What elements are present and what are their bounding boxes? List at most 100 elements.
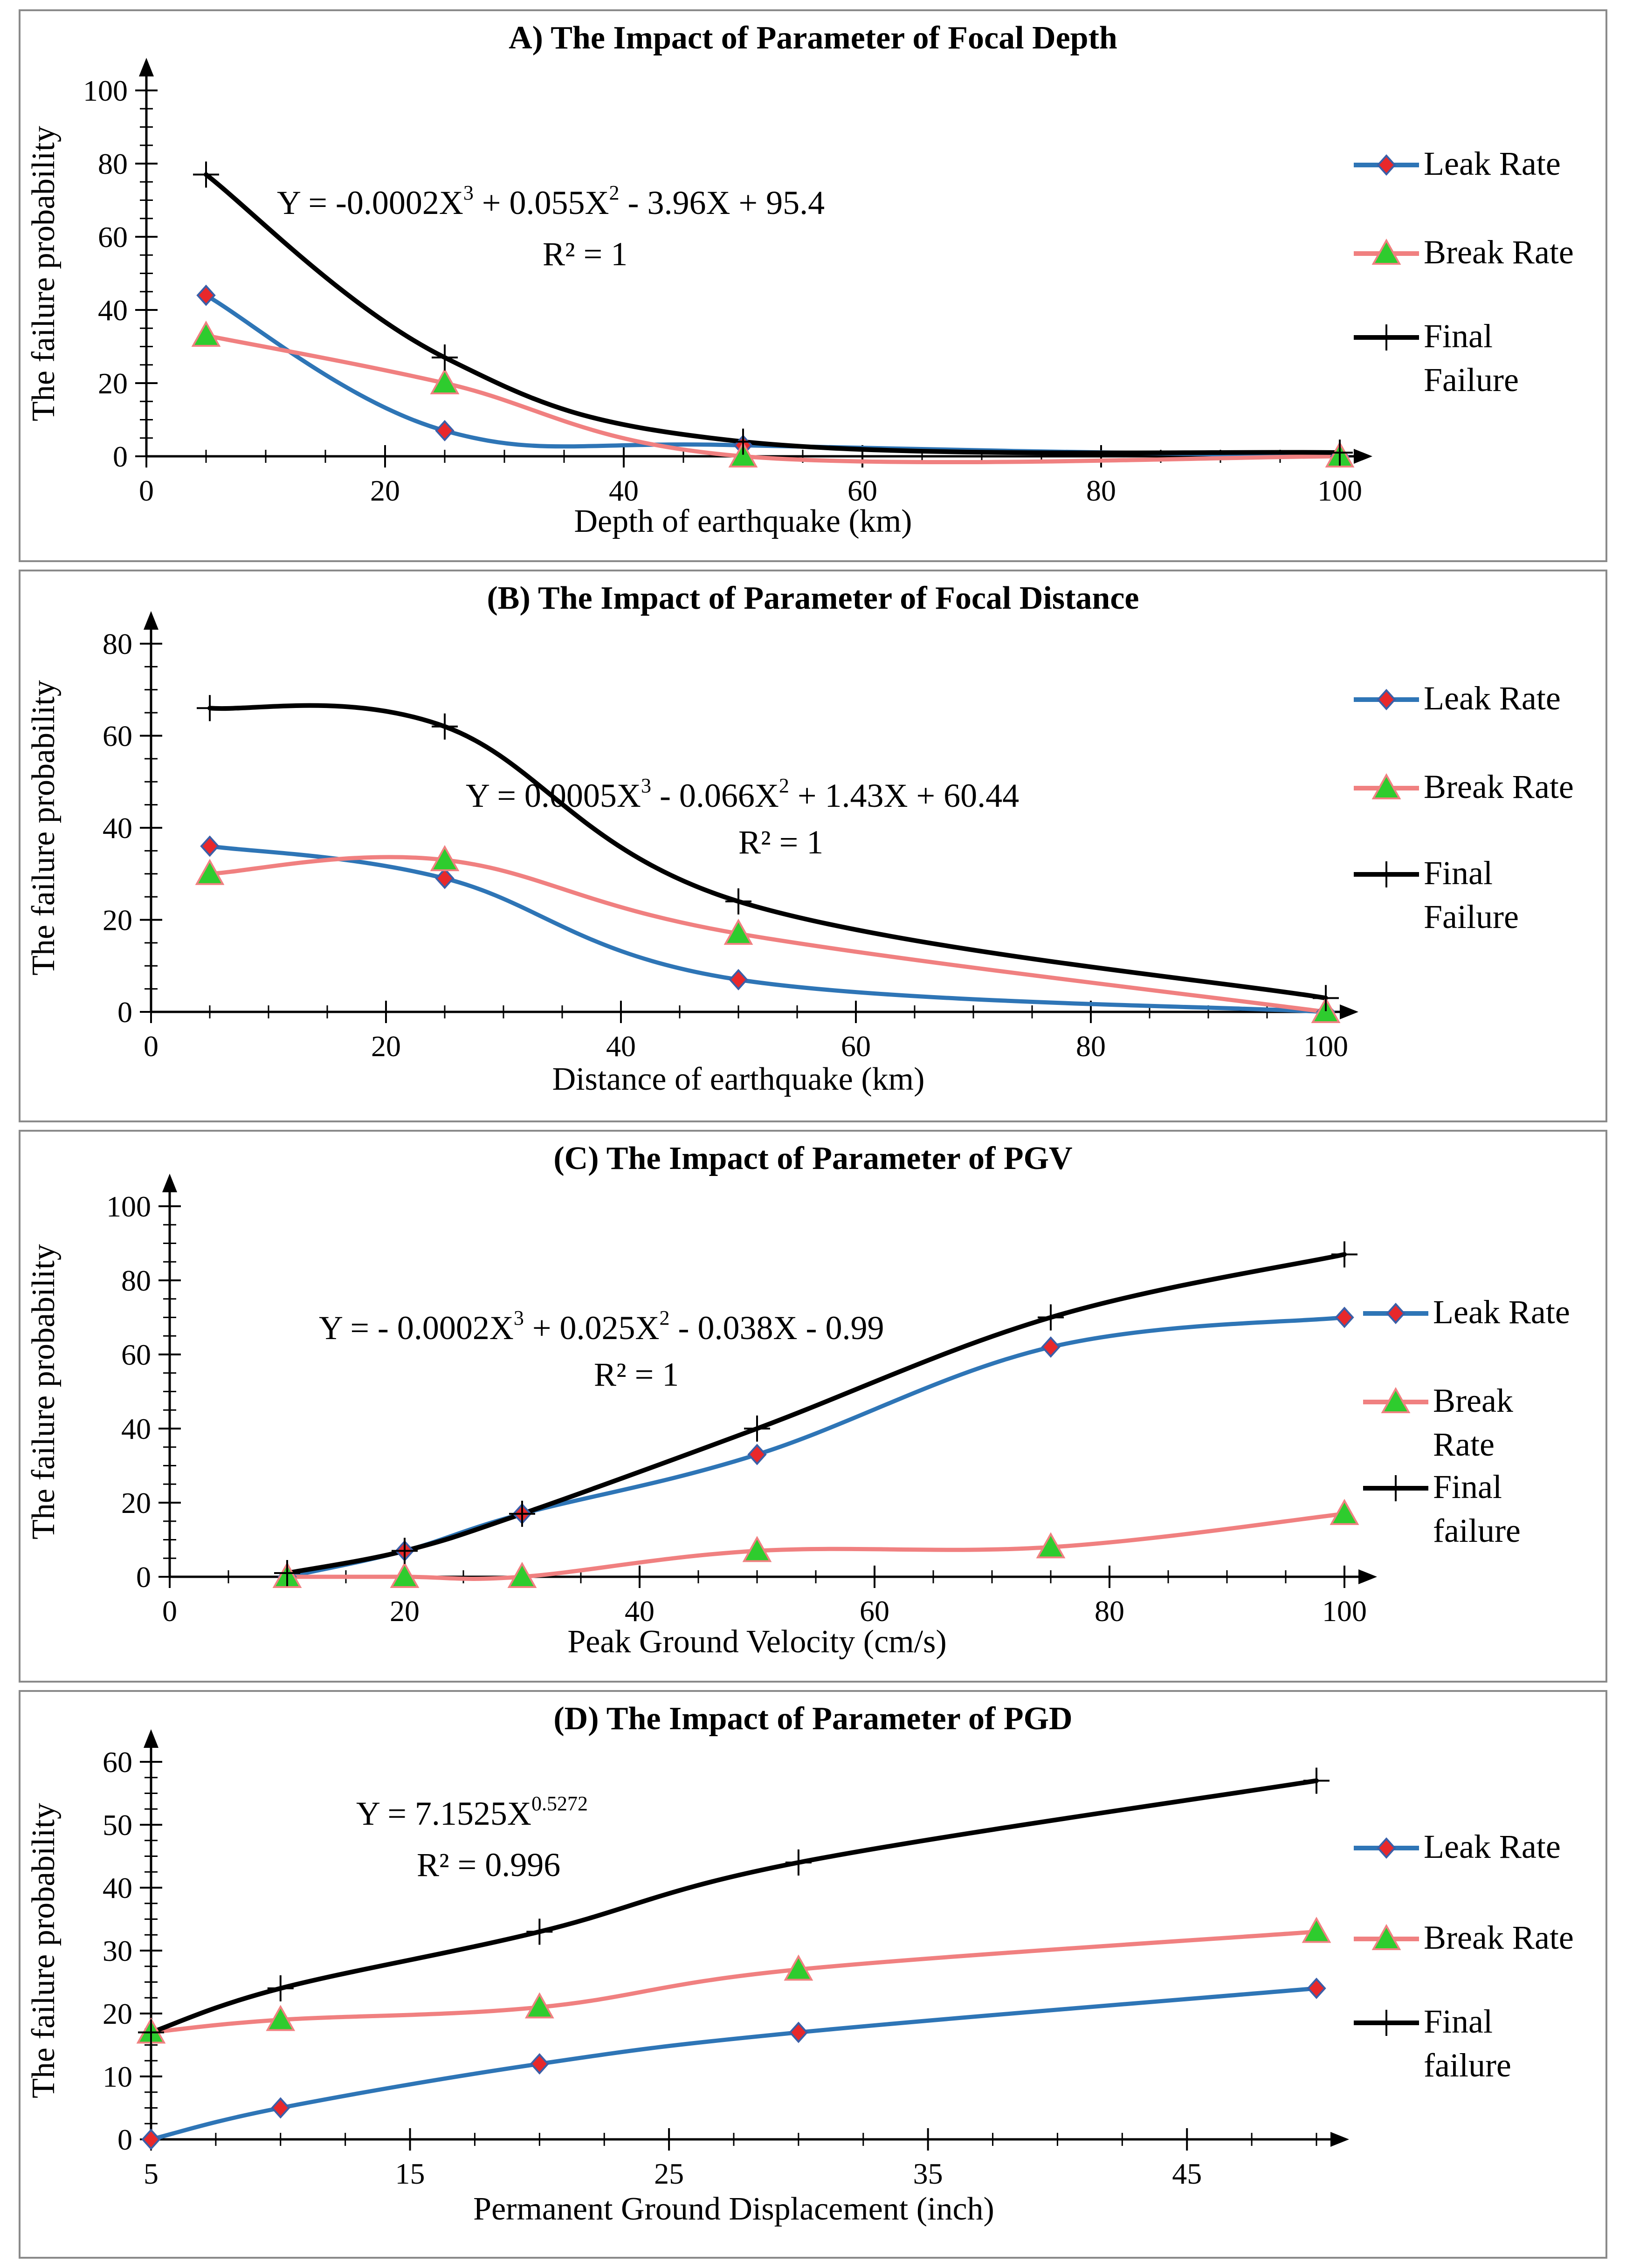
y-axis-label: The failure probability [26, 680, 62, 976]
legend-label-line: Final [1433, 1468, 1502, 1505]
series-line-final-failure [204, 172, 1342, 455]
x-tick-label: 20 [371, 1030, 401, 1063]
data-point-break-rate [1036, 1532, 1066, 1559]
x-tick-label: 5 [144, 2157, 158, 2190]
x-tick-label: 35 [913, 2157, 943, 2190]
x-tick-label: 20 [390, 1594, 420, 1628]
r-squared: R² = 1 [738, 824, 824, 861]
legend-marker [1371, 773, 1401, 799]
x-tick-label: 80 [1076, 1030, 1106, 1063]
y-axis-arrow [144, 611, 158, 630]
plot-area: 0 20 40 60 80 0 20 40 60 80 100 [103, 611, 1419, 1063]
x-axis-arrow [1358, 1569, 1377, 1584]
legend-marker [1377, 1837, 1396, 1859]
data-point-final-failure [274, 1560, 300, 1587]
legend-label-line: Leak Rate [1433, 1293, 1570, 1331]
data-point-leak-rate [1335, 1306, 1354, 1328]
x-tick-label: 0 [144, 1030, 158, 1063]
legend-marker [1373, 2010, 1399, 2036]
r-squared: R² = 0.996 [417, 1846, 561, 1883]
legend-label: Leak Rate [1424, 676, 1561, 720]
legend-marker [1383, 1475, 1409, 1501]
data-point-leak-rate [200, 835, 220, 857]
x-tick-label: 40 [625, 1594, 655, 1628]
data-point-break-rate [191, 320, 221, 347]
series-line-break-rate [149, 1930, 1319, 2034]
y-tick-label: 100 [106, 1190, 151, 1223]
legend-label: Final Failure [1424, 314, 1519, 402]
data-point-break-rate [390, 1561, 420, 1588]
data-point-final-failure [392, 1538, 418, 1564]
data-point-break-rate [195, 859, 225, 885]
legend-marker [1381, 1387, 1411, 1413]
legend-label-line: Break Rate [1424, 234, 1574, 271]
legend-label-line: failure [1424, 2047, 1511, 2084]
series-line-final-failure [207, 703, 1328, 1001]
data-point-leak-rate [196, 284, 216, 306]
legend-label: Final Failure [1424, 851, 1519, 939]
chart-title: (D) The Impact of Parameter of PGD [553, 1701, 1073, 1737]
chart-title: (C) The Impact of Parameter of PGV [553, 1141, 1073, 1176]
x-tick-label: 25 [654, 2157, 684, 2190]
y-tick-label: 60 [103, 1746, 132, 1779]
legend-marker [1377, 689, 1396, 710]
data-point-final-failure [730, 428, 756, 455]
y-tick-label: 10 [103, 2060, 132, 2093]
data-point-final-failure [1327, 440, 1353, 466]
trendline-equation: Y = - 0.0002X3 + 0.025X2 - 0.038X - 0.99 [319, 1306, 884, 1347]
series-line-leak-rate [149, 1986, 1319, 2142]
legend-label-line: Final [1424, 317, 1493, 355]
data-point-break-rate [784, 1954, 813, 1981]
data-point-break-rate [430, 368, 460, 394]
data-point-leak-rate [1307, 1978, 1326, 1999]
legend-label-line: Rate [1433, 1426, 1495, 1463]
x-tick-label: 0 [139, 474, 154, 507]
trendline-equation: Y = 0.0005X3 - 0.066X2 + 1.43X + 60.44 [466, 774, 1020, 814]
data-point-final-failure [744, 1416, 770, 1442]
data-point-final-failure [1313, 985, 1339, 1011]
data-point-leak-rate [729, 969, 748, 990]
chart-panel-d: (D) The Impact of Parameter of PGD 0 10 20… [19, 1690, 1607, 2259]
legend-marker [1371, 1924, 1401, 1950]
y-tick-label: 40 [98, 294, 128, 327]
data-point-break-rate [723, 919, 753, 945]
legend-label-line: Leak Rate [1424, 145, 1561, 182]
y-axis-arrow [144, 1729, 158, 1748]
x-axis-arrow [1330, 2132, 1349, 2147]
x-tick-label: 60 [847, 474, 877, 507]
x-axis-label: Depth of earthquake (km) [574, 503, 912, 539]
legend-label-line: Leak Rate [1424, 1828, 1561, 1865]
plot-area: 0 10 20 30 40 50 60 5 15 25 35 45 [103, 1729, 1419, 2190]
x-tick-label: 15 [395, 2157, 425, 2190]
trendline-equation: Y = -0.0002X3 + 0.055X2 - 3.96X + 95.4 [277, 181, 825, 221]
x-tick-label: 40 [609, 474, 639, 507]
y-tick-label: 60 [103, 720, 132, 753]
y-tick-label: 30 [103, 1934, 132, 1967]
data-point-leak-rate [271, 2097, 290, 2119]
y-tick-label: 100 [83, 74, 128, 107]
data-point-final-failure [138, 2019, 164, 2046]
series-line-final-failure [285, 1252, 1347, 1576]
x-tick-label: 80 [1086, 474, 1116, 507]
legend-marker [1373, 861, 1399, 887]
x-tick-label: 60 [860, 1594, 889, 1628]
y-tick-label: 40 [103, 811, 132, 845]
chart-panel-b: (B) The Impact of Parameter of Focal Dis… [19, 570, 1607, 1122]
x-tick-label: 100 [1303, 1030, 1348, 1063]
data-point-break-rate [524, 1992, 554, 2019]
legend-label-line: Failure [1424, 361, 1519, 399]
data-point-final-failure [1331, 1241, 1357, 1268]
data-point-final-failure [725, 888, 751, 914]
data-point-break-rate [728, 441, 758, 467]
chart-title: A) The Impact of Parameter of Focal Dept… [509, 20, 1117, 56]
y-tick-label: 0 [117, 996, 132, 1029]
series-line-break-rate [207, 855, 1328, 1014]
y-tick-label: 0 [136, 1560, 151, 1594]
data-point-leak-rate [435, 867, 455, 889]
y-axis-label: The failure probability [26, 1244, 62, 1539]
y-tick-label: 0 [117, 2123, 132, 2156]
legend-marker [1377, 154, 1396, 176]
y-tick-label: 20 [103, 1997, 132, 2030]
data-point-leak-rate [141, 2129, 161, 2150]
data-point-final-failure [509, 1500, 535, 1527]
